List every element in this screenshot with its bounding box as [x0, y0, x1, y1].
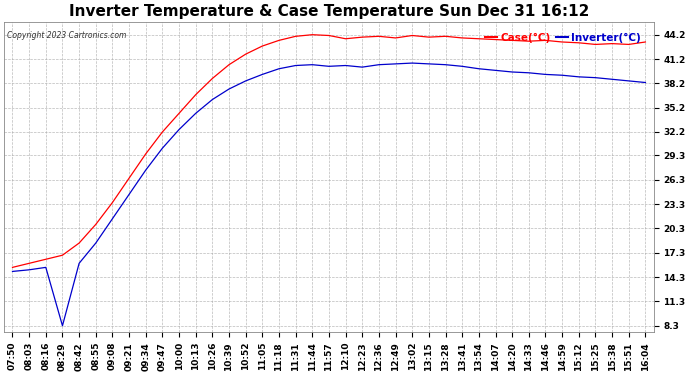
Text: Copyright 2023 Cartronics.com: Copyright 2023 Cartronics.com [8, 31, 127, 40]
Title: Inverter Temperature & Case Temperature Sun Dec 31 16:12: Inverter Temperature & Case Temperature … [69, 4, 589, 19]
Legend: Case(°C), Inverter(°C): Case(°C), Inverter(°C) [480, 28, 645, 47]
